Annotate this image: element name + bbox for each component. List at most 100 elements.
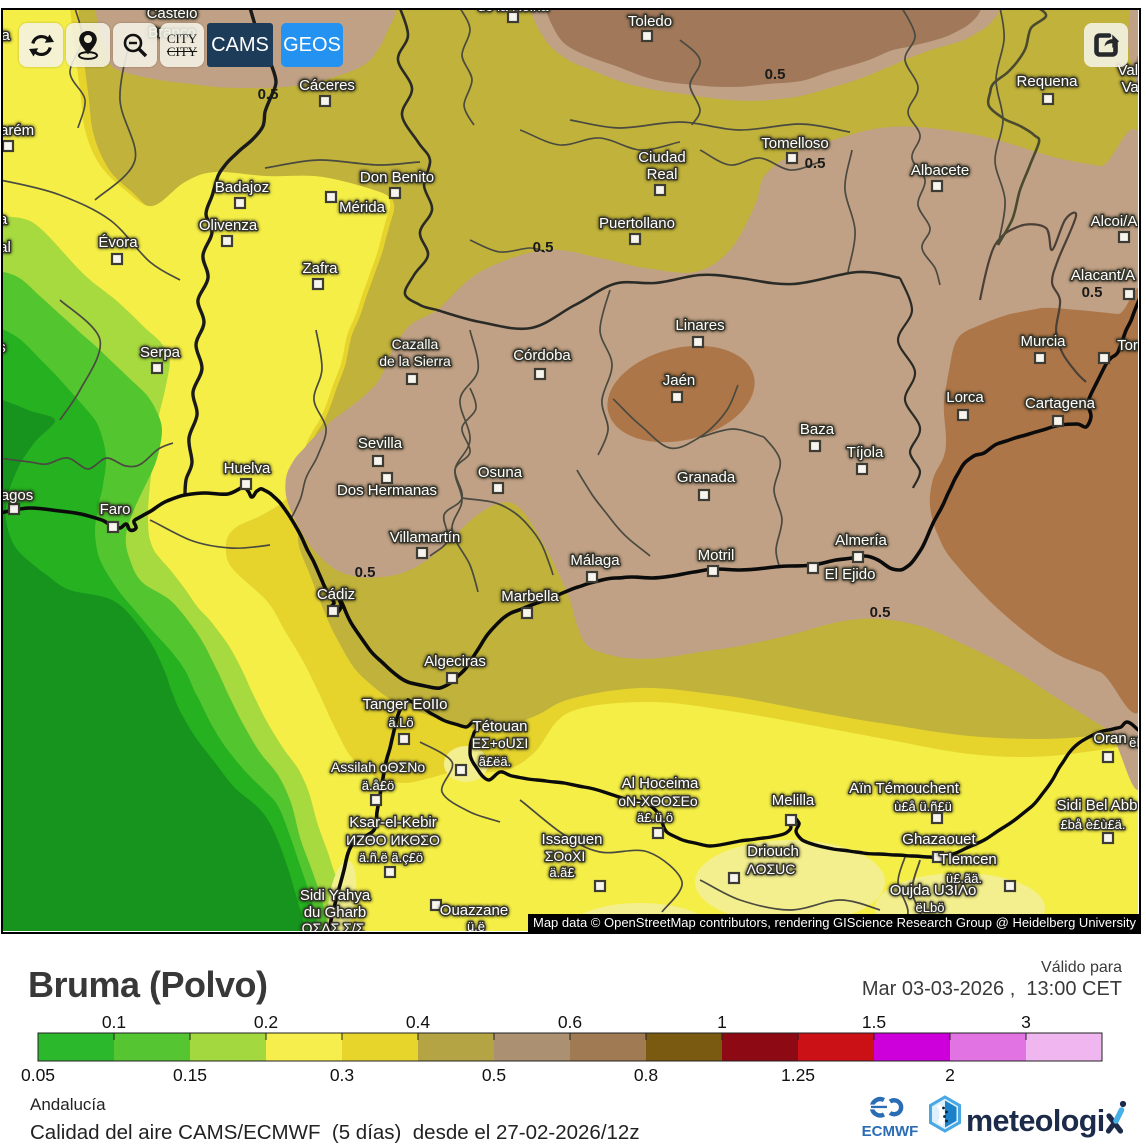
svg-text:ü.ë: ü.ë	[467, 919, 485, 931]
svg-text:Alcoi/A: Alcoi/A	[1091, 213, 1138, 230]
svg-text:0.8: 0.8	[634, 1065, 658, 1085]
svg-text:Tétouan: Tétouan	[472, 718, 527, 735]
svg-text:Almería: Almería	[835, 532, 887, 549]
svg-text:Issaguen: Issaguen	[542, 831, 603, 848]
svg-text:Zafra: Zafra	[302, 260, 338, 277]
svg-text:Torr: Torr	[1117, 337, 1138, 354]
svg-text:2: 2	[945, 1065, 955, 1085]
svg-text:0.5: 0.5	[765, 66, 786, 83]
svg-text:Serpa: Serpa	[140, 344, 181, 361]
svg-text:ΛΟΣUC: ΛΟΣUC	[747, 861, 796, 877]
svg-text:meteologi: meteologi	[966, 1104, 1105, 1138]
svg-text:Jaén: Jaén	[663, 372, 696, 389]
svg-text:ù£å ü.ñ£ü: ù£å ü.ñ£ü	[894, 799, 952, 814]
svg-text:0.4: 0.4	[406, 1012, 431, 1032]
svg-text:Alacant/A: Alacant/A	[1071, 267, 1135, 284]
svg-text:tarém: tarém	[3, 122, 34, 139]
svg-text:s: s	[3, 339, 6, 356]
svg-text:ëIä.: ëIä.	[1129, 735, 1138, 750]
svg-text:£bå è£ù£ä.: £bå è£ù£ä.	[1060, 817, 1125, 832]
svg-text:Assilah oΘΣΝo: Assilah oΘΣΝo	[331, 759, 425, 775]
svg-text:Aïn Témouchent: Aïn Témouchent	[849, 780, 960, 797]
svg-text:0.5: 0.5	[258, 86, 279, 103]
svg-text:0.1: 0.1	[102, 1012, 126, 1032]
svg-text:0.5: 0.5	[533, 239, 554, 256]
svg-text:Faro: Faro	[100, 501, 131, 518]
svg-text:1: 1	[717, 1012, 727, 1032]
svg-text:Córdoba: Córdoba	[513, 347, 571, 364]
svg-text:0.3: 0.3	[330, 1065, 354, 1085]
svg-text:El Ejido: El Ejido	[825, 566, 876, 583]
svg-text:0.05: 0.05	[21, 1065, 55, 1085]
svg-text:Oujda UЗIΛo: Oujda UЗIΛo	[890, 882, 977, 899]
svg-text:Sidi Bel Abb: Sidi Bel Abb	[1057, 797, 1138, 814]
svg-text:ΟΣΛΣ Σ/Σ: ΟΣΛΣ Σ/Σ	[302, 920, 365, 931]
svg-text:Driouch: Driouch	[747, 843, 799, 860]
svg-text:Cáceres: Cáceres	[299, 77, 355, 94]
svg-text:3: 3	[1021, 1012, 1031, 1032]
svg-text:0.6: 0.6	[558, 1012, 582, 1032]
svg-text:Villamartín: Villamartín	[390, 529, 461, 546]
svg-text:Dos Hermanas: Dos Hermanas	[337, 482, 437, 499]
svg-text:Tomelloso: Tomelloso	[761, 135, 829, 152]
svg-text:0.15: 0.15	[173, 1065, 207, 1085]
svg-text:0.5: 0.5	[1082, 284, 1103, 301]
svg-text:Badajoz: Badajoz	[215, 179, 269, 196]
svg-text:de la Sierra: de la Sierra	[379, 353, 451, 369]
svg-text:Cartagena: Cartagena	[1025, 395, 1096, 412]
svg-text:ИΖΘΟ ИΚΘΣΟ: ИΖΘΟ ИΚΘΣΟ	[346, 832, 440, 848]
svg-text:ä.Lö: ä.Lö	[388, 715, 413, 730]
svg-text:Ksar-el-Kebir: Ksar-el-Kebir	[349, 814, 437, 831]
svg-text:Osuna: Osuna	[478, 464, 523, 481]
svg-text:Ciudad: Ciudad	[638, 149, 686, 166]
svg-text:Sevilla: Sevilla	[358, 435, 403, 452]
svg-text:ia: ia	[3, 27, 10, 44]
svg-text:Sidi Yahya: Sidi Yahya	[300, 887, 371, 904]
svg-text:Ghazaouet: Ghazaouet	[902, 831, 976, 848]
svg-text:Tíjola: Tíjola	[847, 444, 884, 461]
svg-text:Tlemcen: Tlemcen	[939, 851, 997, 868]
svg-text:1.5: 1.5	[862, 1012, 886, 1032]
svg-text:Granada: Granada	[677, 469, 736, 486]
svg-text:Cazalla: Cazalla	[392, 336, 439, 352]
svg-text:Oran: Oran	[1093, 730, 1126, 747]
svg-text:Puertollano: Puertollano	[599, 215, 675, 232]
svg-text:oΝ-ΧΘΟΣΕo: oΝ-ΧΘΟΣΕo	[618, 793, 698, 809]
svg-text:Real: Real	[647, 166, 678, 183]
svg-text:ëLbö: ëLbö	[916, 900, 945, 915]
svg-text:du Gharb: du Gharb	[304, 904, 367, 921]
svg-text:0.5: 0.5	[482, 1065, 506, 1085]
svg-text:Valè: Valè	[1122, 79, 1138, 96]
svg-text:Huelva: Huelva	[224, 460, 271, 477]
svg-text:ä£.ü.ö: ä£.ü.ö	[637, 810, 673, 825]
svg-text:ü£.ãä.: ü£.ãä.	[946, 871, 982, 886]
svg-text:a: a	[3, 211, 8, 228]
svg-text:Lorca: Lorca	[946, 389, 984, 406]
svg-text:Mérida: Mérida	[339, 199, 386, 216]
svg-text:Marbella: Marbella	[501, 588, 559, 605]
svg-text:Tanger EoIIo: Tanger EoIIo	[362, 696, 447, 713]
svg-text:Baza: Baza	[800, 421, 835, 438]
svg-text:0.5: 0.5	[805, 155, 826, 172]
svg-text:Cádiz: Cádiz	[317, 586, 355, 603]
svg-text:ã£ëä.: ã£ëä.	[479, 754, 512, 769]
svg-text:Al Hoceima: Al Hoceima	[622, 775, 699, 792]
svg-text:Requena: Requena	[1017, 73, 1079, 90]
svg-text:0.2: 0.2	[254, 1012, 278, 1032]
svg-text:agos: agos	[3, 487, 33, 504]
svg-text:ΣΟoΧΙ: ΣΟoΧΙ	[545, 848, 586, 864]
svg-text:Motril: Motril	[698, 547, 735, 564]
svg-text:1.25: 1.25	[781, 1065, 815, 1085]
svg-text:Albacete: Albacete	[911, 162, 969, 179]
svg-text:ä.ã£: ä.ã£	[549, 865, 575, 880]
svg-text:Don Benito: Don Benito	[360, 169, 434, 186]
svg-text:Ouazzane: Ouazzane	[440, 902, 508, 919]
svg-text:ECMWF: ECMWF	[862, 1123, 919, 1139]
svg-text:al: al	[3, 239, 11, 256]
svg-text:Toledo: Toledo	[628, 13, 672, 30]
svg-text:Málaga: Málaga	[570, 552, 620, 569]
svg-text:0.5: 0.5	[870, 604, 891, 621]
svg-text:0.5: 0.5	[355, 564, 376, 581]
svg-text:Murcia: Murcia	[1020, 333, 1066, 350]
svg-text:Évora: Évora	[98, 234, 138, 251]
